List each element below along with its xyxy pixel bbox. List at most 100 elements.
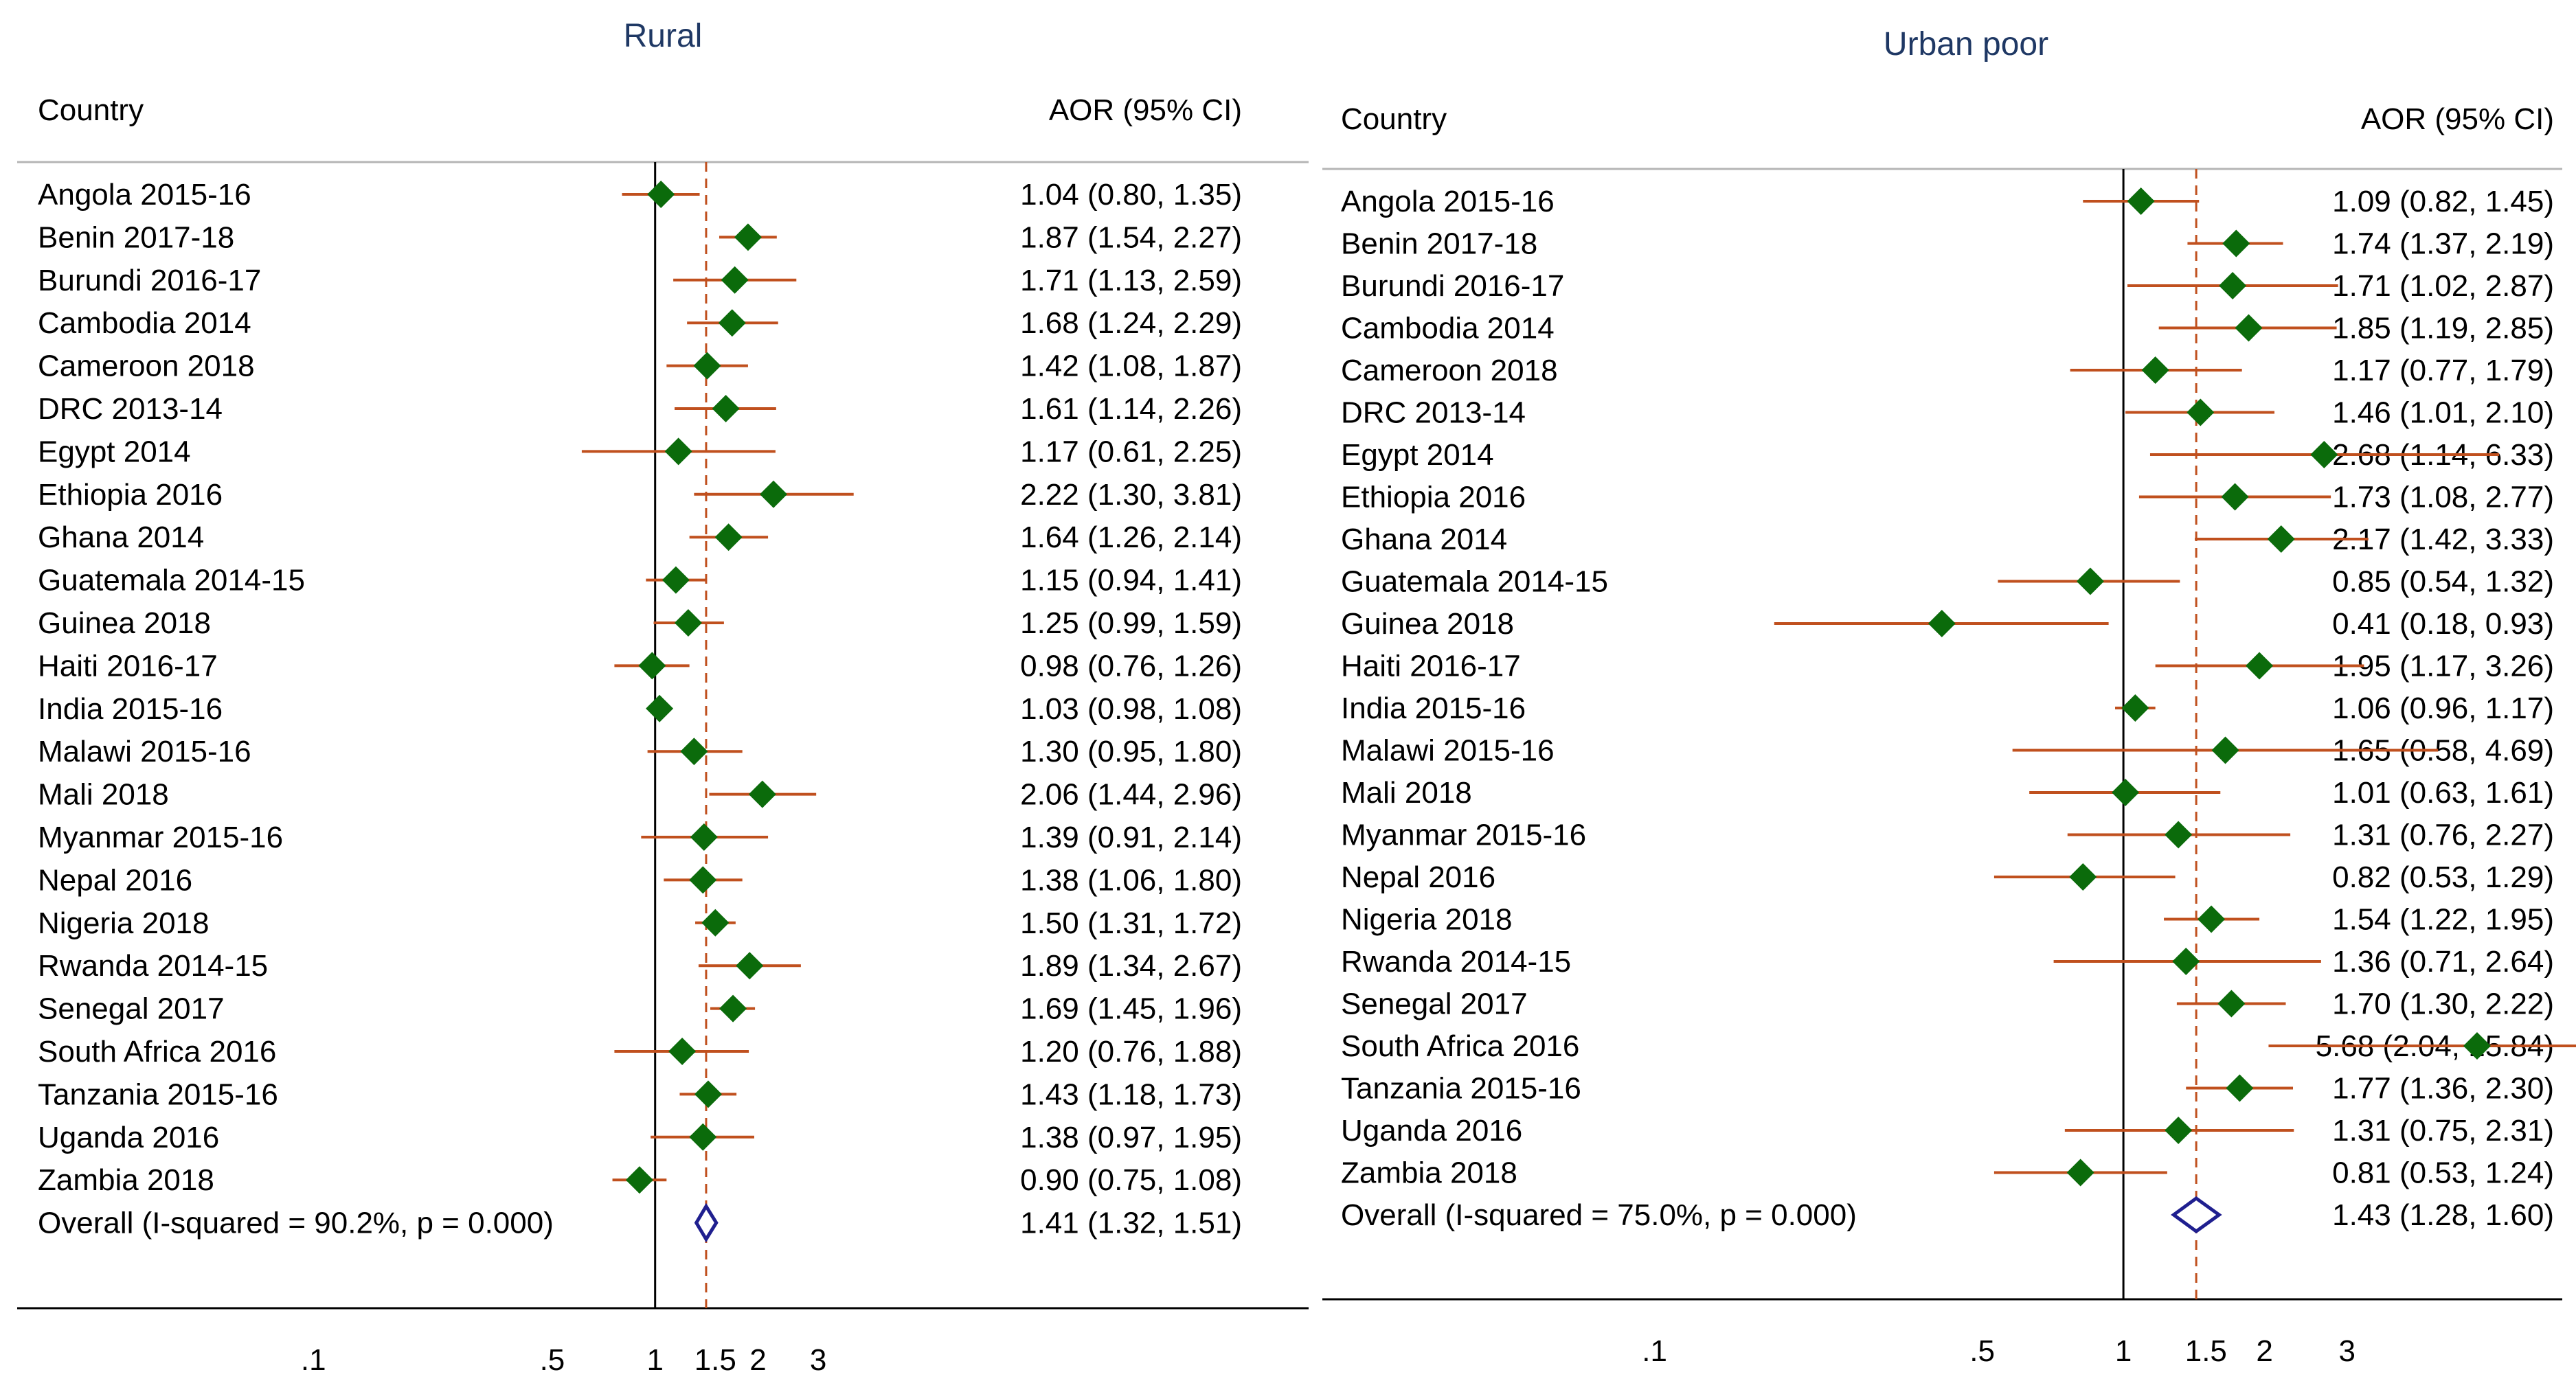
urban-study-aor-text: 1.73 (1.08, 2.77) [2332,481,2554,514]
rural-study-label: Egypt 2014 [38,435,191,468]
rural-point-estimate-marker [760,480,788,508]
urban-study-label: Angola 2015-16 [1341,185,1555,218]
rural-point-estimate-marker [694,1080,722,1108]
urban-study-aor-text: 1.71 (1.02, 2.87) [2332,269,2554,303]
urban-point-estimate-marker [1928,610,1956,637]
rural-study-aor-text: 0.90 (0.75, 1.08) [1020,1163,1242,1197]
rural-study-aor-text: 0.98 (0.76, 1.26) [1020,649,1242,683]
urban-study-label: Haiti 2016-17 [1341,650,1521,683]
urban-point-estimate-marker [2112,779,2140,806]
rural-point-estimate-marker [736,952,764,980]
urban-point-estimate-marker [2226,1074,2254,1102]
rural-study-aor-text: 1.71 (1.13, 2.59) [1020,264,1242,297]
urban-study-label: Cameroon 2018 [1341,354,1558,387]
rural-point-estimate-marker [693,352,721,380]
urban-point-estimate-marker [2066,1159,2094,1187]
urban-point-estimate-marker [2165,1117,2193,1144]
urban-point-estimate-marker [2222,229,2250,258]
urban-study-aor-text: 2.17 (1.42, 3.33) [2332,523,2554,556]
rural-study-label: Mali 2018 [38,778,169,812]
rural-study-aor-text: 1.20 (0.76, 1.88) [1020,1035,1242,1069]
rural-study-aor-text: 1.42 (1.08, 1.87) [1020,350,1242,383]
rural-aor-header: AOR (95% CI) [1049,93,1242,127]
rural-study-aor-text: 1.64 (1.26, 2.14) [1020,521,1242,554]
urban-overall-diamond [2171,1196,2222,1234]
urban-study-label: Senegal 2017 [1341,988,1528,1021]
rural-point-estimate-marker [680,738,708,766]
urban-point-estimate-marker [2197,905,2226,933]
urban-study-aor-text: 1.09 (0.82, 1.45) [2332,185,2554,218]
rural-study-label: Ethiopia 2016 [38,478,223,512]
urban-x-tick-label: 1 [2115,1334,2132,1368]
rural-study-label: Rwanda 2014-15 [38,949,268,983]
rural-point-estimate-marker [712,395,740,422]
urban-point-estimate-marker [2127,187,2155,215]
rural-point-estimate-marker [718,309,746,337]
urban-study-aor-text: 0.85 (0.54, 1.32) [2332,565,2554,599]
urban-point-estimate-marker [2310,441,2338,468]
urban-point-estimate-marker [2221,483,2249,511]
urban-study-label: Mali 2018 [1341,776,1472,810]
urban-point-estimate-marker [2076,567,2104,595]
urban-study-aor-text: 1.85 (1.19, 2.85) [2332,312,2554,345]
rural-study-label: Malawi 2015-16 [38,735,251,768]
urban-point-estimate-marker [2219,272,2247,299]
rural-study-label: Burundi 2016-17 [38,264,261,297]
urban-x-tick-label: .1 [1642,1334,1667,1368]
rural-point-estimate-marker [701,909,730,937]
rural-study-aor-text: 1.17 (0.61, 2.25) [1020,435,1242,468]
rural-study-label: Benin 2017-18 [38,220,234,254]
rural-study-label: Nepal 2016 [38,863,192,897]
urban-study-label: Benin 2017-18 [1341,227,1537,261]
rural-study-aor-text: 1.68 (1.24, 2.29) [1020,306,1242,340]
rural-study-label: Guatemala 2014-15 [38,564,305,597]
rural-study-label: South Africa 2016 [38,1035,276,1069]
urban-point-estimate-marker [2121,694,2149,722]
rural-x-tick-label: .1 [301,1343,326,1377]
rural-study-label: Uganda 2016 [38,1121,219,1154]
rural-study-label: India 2015-16 [38,692,223,726]
rural-study-label: Cambodia 2014 [38,306,251,340]
urban-study-aor-text: 1.74 (1.37, 2.19) [2332,227,2554,261]
urban-x-tick-label: 3 [2339,1334,2355,1368]
rural-point-estimate-marker [662,566,690,594]
rural-study-aor-text: 1.43 (1.18, 1.73) [1020,1077,1242,1111]
rural-study-label: Senegal 2017 [38,992,225,1026]
rural-point-estimate-marker [721,266,749,294]
urban-point-estimate-marker [2463,1032,2491,1060]
urban-study-aor-text: 0.41 (0.18, 0.93) [2332,607,2554,641]
rural-study-label: Angola 2015-16 [38,178,251,212]
urban-study-label: Uganda 2016 [1341,1114,1522,1148]
rural-overall-aor-text: 1.41 (1.32, 1.51) [1020,1207,1242,1240]
rural-point-estimate-marker [689,866,717,894]
rural-study-label: Tanzania 2015-16 [38,1077,278,1111]
urban-study-label: DRC 2013-14 [1341,396,1526,430]
rural-study-label: Nigeria 2018 [38,906,210,940]
rural-point-estimate-marker [748,780,776,808]
urban-study-aor-text: 0.81 (0.53, 1.24) [2332,1156,2554,1190]
rural-point-estimate-marker [734,223,762,251]
rural-x-tick-label: 3 [810,1343,826,1377]
urban-study-aor-text: 1.31 (0.76, 2.27) [2332,819,2554,852]
urban-x-tick-label: 2 [2256,1334,2272,1368]
urban-study-aor-text: 1.01 (0.63, 1.61) [2332,776,2554,810]
urban-point-estimate-marker [2172,948,2200,975]
urban-study-label: Burundi 2016-17 [1341,269,1564,303]
rural-study-label: Haiti 2016-17 [38,649,218,683]
rural-panel-title: Rural [624,18,703,54]
urban-study-aor-text: 1.95 (1.17, 3.26) [2332,650,2554,683]
rural-study-aor-text: 1.87 (1.54, 2.27) [1020,220,1242,254]
urban-point-estimate-marker [2165,821,2193,849]
rural-x-tick-label: 2 [749,1343,766,1377]
urban-study-label: Guinea 2018 [1341,607,1514,641]
rural-point-estimate-marker [668,1038,697,1065]
urban-point-estimate-marker [2211,736,2239,764]
urban-point-estimate-marker [2235,314,2263,342]
rural-study-aor-text: 1.61 (1.14, 2.26) [1020,392,1242,426]
urban-study-label: Tanzania 2015-16 [1341,1072,1581,1106]
rural-study-aor-text: 1.38 (0.97, 1.95) [1020,1121,1242,1154]
rural-point-estimate-marker [625,1166,653,1194]
rural-study-aor-text: 1.50 (1.31, 1.72) [1020,906,1242,940]
rural-point-estimate-marker [690,823,718,851]
